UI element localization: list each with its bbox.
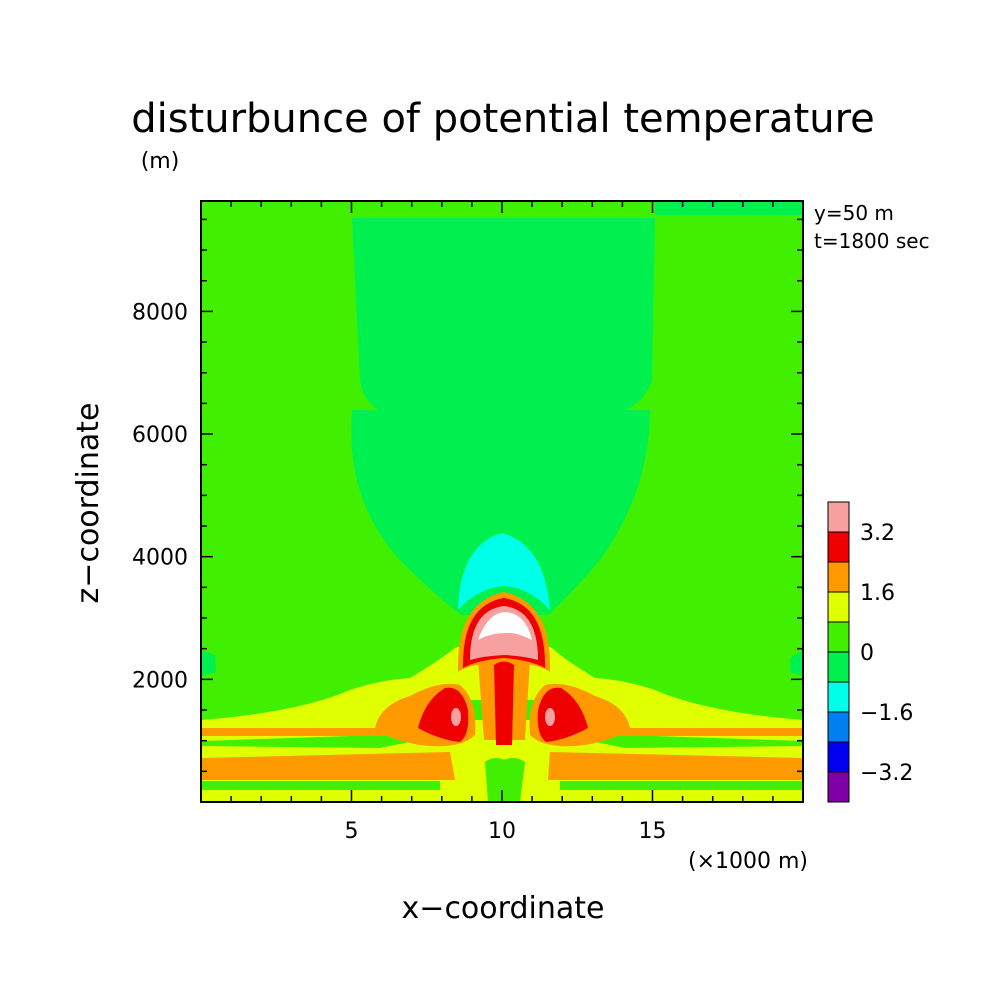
y-tick-label: 2000 — [132, 668, 188, 693]
level-fill-orange-left-band — [201, 721, 420, 736]
colorbar-tick-label: 3.2 — [860, 521, 895, 546]
annotation-t: t=1800 sec — [814, 229, 930, 253]
level-fill-pink-left-eye — [451, 708, 461, 726]
level-fill-orange-bottom-left — [201, 752, 455, 780]
y-axis-label: z−coordinate — [71, 403, 106, 604]
level-fill-green-low-left — [201, 781, 440, 790]
colorbar-tick-label: −1.6 — [860, 701, 913, 726]
level-fill-green-column — [485, 757, 525, 802]
level-fill-green-band-left — [201, 735, 420, 748]
colorbar-swatch — [827, 711, 850, 743]
level-fill-peak — [478, 612, 532, 640]
level-fill-cool-funnel — [351, 410, 650, 615]
colorbar-tick-label: −3.2 — [860, 761, 913, 786]
y-tick-label: 8000 — [132, 300, 188, 325]
level-fill-red-stem — [494, 661, 514, 745]
colorbar: 3.2 1.6 0 −1.6 −3.2 — [827, 501, 913, 803]
x-axis-label: x−coordinate — [402, 891, 605, 926]
colorbar-tick-label: 1.6 — [860, 581, 895, 606]
level-fill-cool-box — [352, 218, 655, 418]
colorbar-swatch — [827, 561, 850, 593]
level-fill-green-low-right — [560, 781, 803, 790]
colorbar-swatch — [827, 591, 850, 623]
colorbar-swatch — [827, 771, 850, 803]
annotation-y: y=50 m — [814, 201, 894, 225]
level-fill-cool-upper — [350, 201, 803, 215]
chart-title: disturbunce of potential temperature — [131, 96, 875, 142]
level-fill-red-right-eye — [537, 687, 588, 742]
colorbar-swatch — [827, 531, 850, 563]
y-tick-label: 4000 — [132, 546, 188, 571]
colorbar-swatch — [827, 741, 850, 773]
colorbar-swatch — [827, 501, 850, 533]
level-fill-cool-left-edge — [201, 650, 216, 676]
axes: 5 10 15 2000 4000 6000 8000 — [132, 201, 803, 844]
level-fill-green-band-right — [585, 735, 803, 748]
colorbar-swatch — [827, 681, 850, 713]
level-fill-orange-bottom-right — [548, 752, 803, 780]
colorbar-swatch — [827, 621, 850, 653]
level-fill-pink-right-eye — [545, 708, 555, 726]
y-tick-label: 6000 — [132, 423, 188, 448]
colorbar-tick-label: 0 — [860, 641, 874, 666]
level-fill-cold-cap — [458, 533, 550, 610]
x-tick-label: 15 — [639, 819, 667, 844]
contour-field — [201, 201, 803, 802]
level-fill-orange-right-band — [585, 721, 803, 736]
x-tick-label: 5 — [345, 819, 359, 844]
y-unit-label: (m) — [141, 149, 180, 174]
colorbar-swatch — [827, 651, 850, 683]
x-tick-label: 10 — [488, 819, 516, 844]
x-axis-unit: (×1000 m) — [688, 849, 808, 874]
level-fill-cool-right-edge — [790, 650, 803, 676]
level-fill-red-left-eye — [418, 687, 469, 742]
